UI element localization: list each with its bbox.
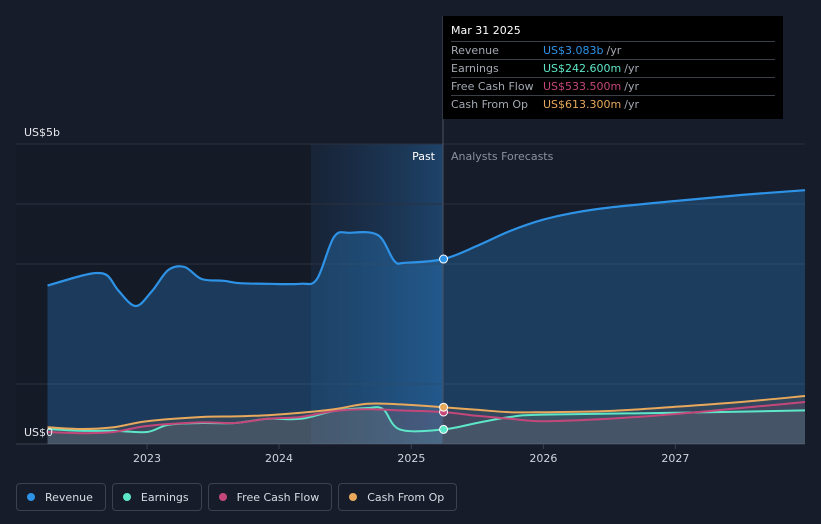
area-earnings — [47, 407, 805, 444]
past-region-highlight — [311, 144, 443, 444]
tooltip-row-earnings: Earnings US$242.600m /yr — [451, 59, 775, 77]
x-tick-label: 2027 — [661, 452, 689, 465]
tooltip-unit: /yr — [624, 62, 639, 75]
series-line-revenue — [47, 189, 806, 308]
marker-cash-from-op — [439, 402, 449, 412]
tooltip-value: US$242.600m — [543, 62, 622, 75]
tooltip-label: Revenue — [451, 44, 499, 57]
legend-item-cash-from-op[interactable]: Cash From Op — [338, 483, 458, 511]
y-axis-zero-label: US$0 — [24, 426, 53, 439]
area-revenue — [47, 190, 805, 444]
legend-item-revenue[interactable]: Revenue — [16, 483, 106, 511]
area-cash-from-op — [47, 396, 805, 444]
x-tick-label: 2024 — [265, 452, 293, 465]
tooltip-unit: /yr — [624, 80, 639, 93]
forecast-label: Analysts Forecasts — [451, 150, 554, 163]
legend-label: Earnings — [140, 490, 189, 504]
tooltip-label: Free Cash Flow — [451, 80, 534, 93]
tooltip-unit: /yr — [624, 98, 639, 111]
legend-dot-icon — [349, 493, 358, 501]
legend-item-free-cash-flow[interactable]: Free Cash Flow — [207, 483, 333, 511]
legend-label: Cash From Op — [367, 490, 445, 504]
legend-label: Revenue — [45, 490, 93, 504]
series-line-cash-from-op — [47, 395, 806, 430]
marker-revenue — [439, 254, 449, 264]
area-free-cash-flow — [47, 402, 805, 444]
tooltip-value: US$3.083b — [543, 44, 604, 57]
legend-dot-icon — [122, 493, 131, 501]
tooltip-value: US$613.300m — [543, 98, 622, 111]
x-tick-label: 2023 — [133, 452, 161, 465]
marker-earnings — [439, 424, 449, 434]
data-tooltip: Mar 31 2025 Revenue US$3.083b /yr Earnin… — [443, 16, 783, 119]
legend-label: Free Cash Flow — [236, 490, 320, 504]
series-line-free-cash-flow — [47, 401, 806, 435]
tooltip-row-free-cash-flow: Free Cash Flow US$533.500m /yr — [451, 77, 775, 95]
x-tick-label: 2025 — [397, 452, 425, 465]
tooltip-row-revenue: Revenue US$3.083b /yr — [451, 41, 775, 59]
x-axis: 2023 2024 2025 2026 2027 — [133, 444, 689, 465]
tooltip-label: Earnings — [451, 62, 499, 75]
x-tick-label: 2026 — [529, 452, 557, 465]
y-axis-max-label: US$5b — [24, 126, 60, 139]
tooltip-unit: /yr — [606, 44, 622, 57]
past-label: Past — [412, 150, 436, 163]
tooltip-value: US$533.500m — [543, 80, 622, 93]
chart-legend: Revenue Earnings Free Cash Flow Cash Fro… — [16, 483, 458, 511]
legend-dot-icon — [218, 493, 227, 501]
legend-dot-icon — [27, 493, 35, 501]
tooltip-date: Mar 31 2025 — [451, 24, 521, 37]
tooltip-row-cash-from-op: Cash From Op US$613.300m /yr — [451, 95, 775, 113]
tooltip-label: Cash From Op — [451, 98, 529, 111]
legend-item-earnings[interactable]: Earnings — [111, 483, 202, 511]
